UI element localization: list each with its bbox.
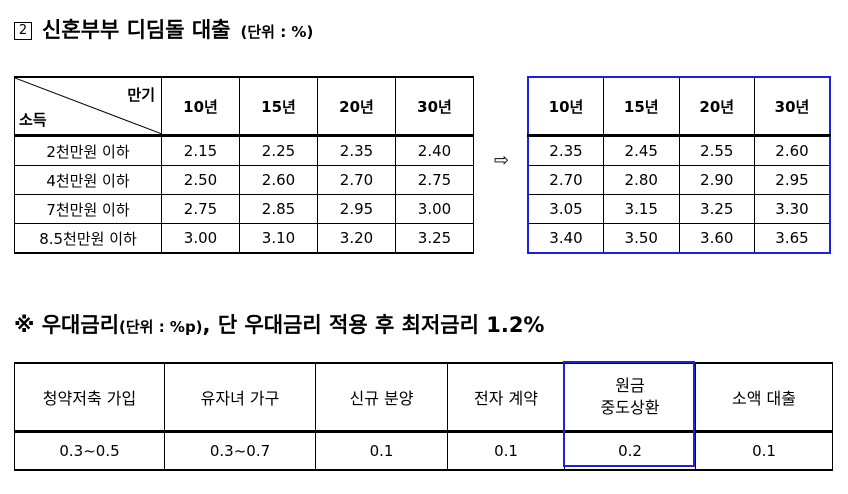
rate-cell: 0.1 — [695, 431, 833, 471]
rate-table-new: 10년 15년 20년 30년 2.35 2.45 2.55 2.60 2.70… — [527, 76, 831, 254]
rate-cell: 2.95 — [317, 194, 396, 224]
section2-title-a: 우대금리 — [41, 313, 120, 337]
rate-cell: 3.05 — [527, 194, 604, 224]
rate-cell: 3.65 — [754, 223, 831, 254]
rate-cell: 3.10 — [239, 223, 318, 254]
rate-cell: 3.00 — [161, 223, 240, 254]
column-header: 10년 — [527, 76, 604, 136]
note-mark: ※ — [14, 313, 35, 337]
table-row: 2천만원 이하 2.15 2.25 2.35 2.40 — [14, 135, 474, 166]
table-row: 7천만원 이하 2.75 2.85 2.95 3.00 — [14, 194, 474, 224]
value-row: 0.3~0.5 0.3~0.7 0.1 0.1 0.2 0.1 — [14, 431, 833, 471]
rate-cell: 3.40 — [527, 223, 604, 254]
rate-cell: 2.35 — [527, 135, 604, 166]
rate-cell: 2.15 — [161, 135, 240, 166]
table-row: 3.40 3.50 3.60 3.65 — [527, 223, 831, 254]
rate-cell: 0.1 — [315, 431, 448, 471]
column-header: 20년 — [317, 76, 396, 136]
rate-cell: 2.70 — [317, 165, 396, 195]
column-header: 20년 — [678, 76, 755, 136]
rate-cell: 2.75 — [161, 194, 240, 224]
rate-cell: 0.3~0.5 — [14, 431, 165, 471]
corner-header-cell: 만기 소득 — [14, 76, 162, 136]
rate-cell: 3.00 — [395, 194, 474, 224]
rate-cell: 2.35 — [317, 135, 396, 166]
column-header: 청약저축 가입 — [14, 362, 165, 432]
section1-unit: (단위 : %) — [240, 23, 314, 41]
corner-label-term: 만기 — [127, 86, 155, 104]
table-row: 2.70 2.80 2.90 2.95 — [527, 165, 831, 195]
rate-cell: 0.2 — [564, 431, 696, 471]
rate-cell: 2.60 — [239, 165, 318, 195]
column-header: 30년 — [754, 76, 831, 136]
table-row: 4천만원 이하 2.50 2.60 2.70 2.75 — [14, 165, 474, 195]
rate-cell: 2.75 — [395, 165, 474, 195]
column-header: 10년 — [161, 76, 240, 136]
row-label: 4천만원 이하 — [14, 165, 162, 195]
table-row: 8.5천만원 이하 3.00 3.10 3.20 3.25 — [14, 223, 474, 254]
rate-cell: 3.15 — [603, 194, 680, 224]
rate-cell: 2.50 — [161, 165, 240, 195]
rate-table-current: 만기 소득 10년 15년 20년 30년 2천만원 이하 2.15 2.25 … — [14, 76, 474, 254]
rate-cell: 2.90 — [678, 165, 755, 195]
section2-title-b: , 단 우대금리 적용 후 최저금리 1.2% — [202, 313, 545, 337]
rate-cell: 3.25 — [395, 223, 474, 254]
column-header: 15년 — [603, 76, 680, 136]
rate-cell: 2.60 — [754, 135, 831, 166]
rate-cell: 0.3~0.7 — [164, 431, 316, 471]
corner-label-income: 소득 — [19, 111, 47, 129]
column-header: 15년 — [239, 76, 318, 136]
right-arrow-icon: ⇨ — [494, 150, 510, 171]
rate-cell: 2.25 — [239, 135, 318, 166]
rate-cell: 0.1 — [447, 431, 565, 471]
column-header: 30년 — [395, 76, 474, 136]
column-header: 원금 중도상환 — [564, 362, 696, 432]
column-header: 소액 대출 — [695, 362, 833, 432]
rate-cell: 3.50 — [603, 223, 680, 254]
diagonal-line — [15, 78, 162, 134]
table-row: 2.35 2.45 2.55 2.60 — [527, 135, 831, 166]
preferential-rate-table: 청약저축 가입 유자녀 가구 신규 분양 전자 계약 원금 중도상환 소액 대출… — [14, 362, 833, 471]
section2-title: ※ 우대금리(단위 : %p), 단 우대금리 적용 후 최저금리 1.2% — [14, 309, 544, 339]
header-row: 청약저축 가입 유자녀 가구 신규 분양 전자 계약 원금 중도상환 소액 대출 — [14, 362, 833, 432]
rate-cell: 2.40 — [395, 135, 474, 166]
rate-cell: 2.85 — [239, 194, 318, 224]
column-header: 유자녀 가구 — [164, 362, 316, 432]
rate-cell: 2.45 — [603, 135, 680, 166]
rate-cell: 2.55 — [678, 135, 755, 166]
column-header: 전자 계약 — [447, 362, 565, 432]
row-label: 8.5천만원 이하 — [14, 223, 162, 254]
rate-cell: 2.80 — [603, 165, 680, 195]
section1-title: 2 신혼부부 디딤돌 대출 (단위 : %) — [14, 14, 313, 44]
rate-cell: 3.25 — [678, 194, 755, 224]
section2-unit: (단위 : %p) — [119, 318, 203, 336]
section1-title-text: 신혼부부 디딤돌 대출 — [42, 18, 231, 42]
column-header: 신규 분양 — [315, 362, 448, 432]
rate-cell: 3.60 — [678, 223, 755, 254]
row-label: 7천만원 이하 — [14, 194, 162, 224]
row-label: 2천만원 이하 — [14, 135, 162, 166]
section-number-box: 2 — [14, 22, 32, 40]
table-row: 3.05 3.15 3.25 3.30 — [527, 194, 831, 224]
rate-cell: 2.70 — [527, 165, 604, 195]
rate-cell: 2.95 — [754, 165, 831, 195]
rate-cell: 3.30 — [754, 194, 831, 224]
rate-cell: 3.20 — [317, 223, 396, 254]
